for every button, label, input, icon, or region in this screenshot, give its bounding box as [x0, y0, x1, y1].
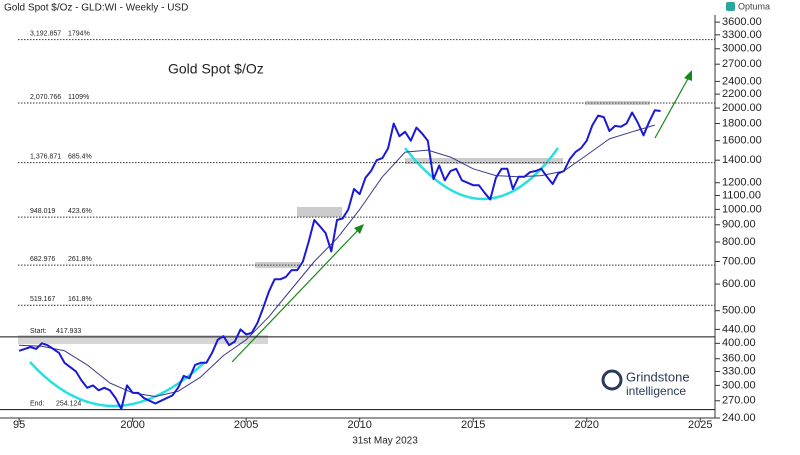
y-tick-label: 1100.00 — [722, 189, 761, 201]
zone — [585, 101, 650, 105]
y-tick-label: 1600.00 — [722, 135, 762, 147]
anchor-name: Start: — [30, 328, 47, 335]
level-percent: 1794% — [68, 31, 90, 38]
y-tick-label: 330.00 — [722, 365, 756, 377]
level-label: 3,192.857 — [30, 31, 61, 38]
y-tick-label: 2200.00 — [722, 88, 762, 100]
header: Gold Spot $/Oz - GLD:WI - Weekly - USD — [4, 3, 188, 14]
logo-text: intelligence — [626, 384, 686, 398]
y-tick-label: 2000.00 — [722, 102, 762, 114]
arrow-head — [684, 70, 692, 81]
y-tick-label: 500.00 — [722, 305, 756, 317]
y-tick-label: 2700.00 — [722, 58, 762, 70]
level-label: 1,376.871 — [30, 153, 61, 160]
y-tick-label: 1000.00 — [722, 203, 762, 215]
anchor-label: 417.933 — [56, 328, 81, 335]
logo-mark — [601, 369, 623, 391]
level-percent: 261.8% — [68, 256, 92, 263]
level-percent: 1109% — [68, 94, 89, 101]
zone — [297, 207, 342, 217]
y-tick-label: 440.00 — [722, 323, 756, 335]
x-tick-label: 95 — [13, 419, 25, 431]
arrow — [654, 74, 691, 139]
y-tick-label: 360.00 — [722, 353, 756, 365]
date: 31st May 2023 — [352, 436, 418, 447]
logo-text: Grindstone — [626, 369, 690, 384]
x-tick-label: 2010 — [347, 419, 371, 431]
x-tick-label: 2020 — [574, 419, 598, 431]
y-tick-label: 400.00 — [722, 337, 756, 349]
brand: Optuma — [738, 1, 770, 11]
y-tick-label: 2400.00 — [722, 75, 762, 87]
level-percent: 161.8% — [68, 296, 92, 303]
x-tick-label: 2005 — [234, 419, 258, 431]
arc — [29, 361, 206, 408]
y-tick-label: 270.00 — [722, 395, 756, 407]
y-tick-label: 240.00 — [722, 412, 756, 424]
arrow-head — [354, 224, 364, 234]
level-label: 948.019 — [30, 208, 55, 215]
price-line — [19, 124, 655, 397]
y-tick-label: 1200.00 — [722, 177, 762, 189]
logo: Grindstone intelligence — [601, 369, 690, 398]
chart-title: Gold Spot $/Oz — [168, 61, 264, 77]
anchor-label: 254.124 — [56, 400, 81, 407]
x-tick-label: 2025 — [688, 419, 712, 431]
price-line — [18, 109, 661, 411]
level-label: 2,070.766 — [30, 94, 61, 101]
x-tick-label: 2000 — [120, 419, 144, 431]
annotations — [18, 70, 692, 408]
y-tick-label: 3600.00 — [722, 16, 762, 28]
x-tick-label: 2015 — [461, 419, 485, 431]
anchor-name: End: — [30, 400, 44, 407]
y-tick-label: 600.00 — [722, 278, 756, 290]
y-tick-label: 800.00 — [722, 236, 756, 248]
y-tick-label: 900.00 — [722, 219, 756, 231]
brand-icon — [726, 2, 735, 11]
zone — [405, 158, 563, 164]
y-tick-label: 300.00 — [722, 379, 756, 391]
level-percent: 423.6% — [68, 208, 92, 215]
level-label: 682.976 — [30, 256, 55, 263]
arc — [404, 147, 560, 201]
level-label: 519.167 — [30, 296, 55, 303]
y-tick-label: 3300.00 — [722, 29, 762, 41]
y-tick-label: 1400.00 — [722, 154, 762, 166]
level-percent: 685.4% — [68, 153, 92, 160]
y-tick-label: 700.00 — [722, 255, 756, 267]
y-tick-label: 3000.00 — [722, 43, 762, 55]
y-tick-label: 1800.00 — [722, 117, 762, 129]
arrow — [231, 227, 361, 363]
zone — [18, 335, 268, 344]
